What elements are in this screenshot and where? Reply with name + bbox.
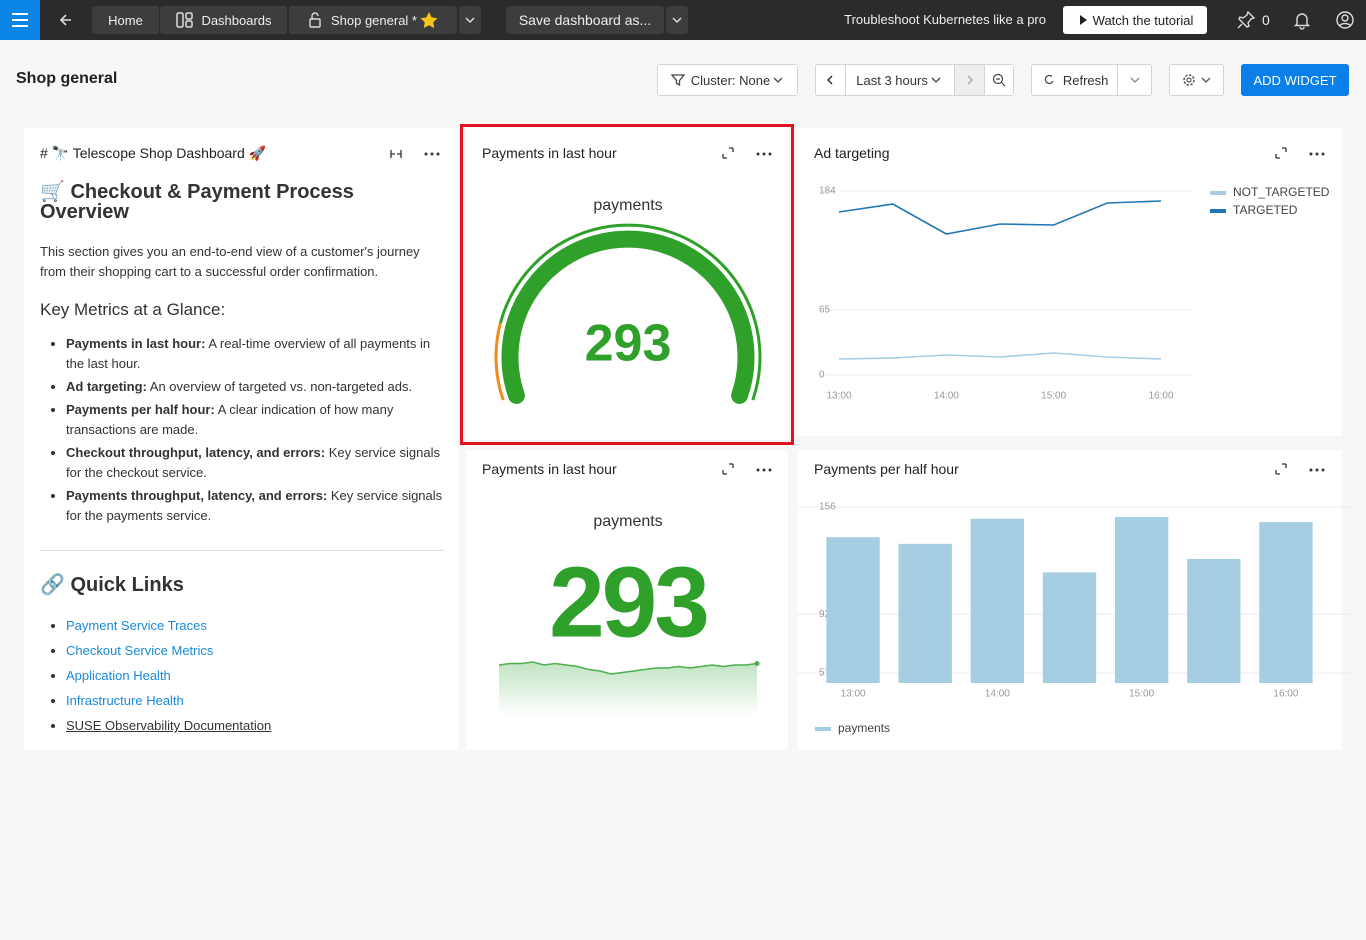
- selection-outline: [460, 124, 794, 445]
- markdown-subheading: Key Metrics at a Glance:: [40, 300, 226, 319]
- link[interactable]: Application Health: [66, 668, 171, 683]
- metric-label: Checkout throughput, latency, and errors…: [66, 445, 326, 460]
- link[interactable]: Payment Service Traces: [66, 618, 207, 633]
- menu-icon: [12, 13, 28, 27]
- metric-item: Payments throughput, latency, and errors…: [66, 486, 444, 526]
- metric-item: Ad targeting: An overview of targeted vs…: [66, 377, 444, 397]
- settings-button[interactable]: [1169, 64, 1224, 96]
- time-range-group: Last 3 hours: [815, 64, 1014, 96]
- metric-text: A clear indication of how many transacti…: [66, 402, 394, 437]
- dropdown-button[interactable]: [666, 6, 688, 34]
- refresh-label: Refresh: [1062, 72, 1109, 88]
- chevron: [1201, 77, 1210, 83]
- lock-icon: [309, 12, 321, 28]
- tutorial-button[interactable]: Watch the tutorial: [1063, 6, 1207, 34]
- widget-title: # 🔭 Telescope Shop Dashboard 🚀: [40, 145, 267, 161]
- refresh-icon: [1044, 74, 1054, 85]
- chevron-right: [967, 75, 973, 85]
- dropdown-button[interactable]: [459, 6, 481, 34]
- refresh-group: Refresh: [1031, 64, 1152, 96]
- metric-label: Payments per half hour:: [66, 402, 215, 417]
- widget-title: Payments in last hour: [482, 461, 617, 477]
- save-button[interactable]: Save dashboard as...: [506, 6, 664, 34]
- time-range[interactable]: Last 3 hours: [846, 65, 956, 95]
- bar-chart-widget: [798, 450, 1342, 750]
- markdown-heading: 🔗 Quick Links: [40, 574, 184, 596]
- metric-label: Payments in last hour:: [66, 336, 206, 351]
- link-item: Checkout Service Metrics: [66, 640, 444, 662]
- zoom-icon: [992, 73, 1006, 87]
- link[interactable]: SUSE Observability Documentation: [66, 718, 272, 733]
- link[interactable]: Infrastructure Health: [66, 693, 184, 708]
- promo-text: Troubleshoot Kubernetes like a pro: [844, 12, 1046, 27]
- link-item: Infrastructure Health: [66, 690, 444, 712]
- cluster-filter[interactable]: Cluster: None: [657, 64, 798, 96]
- refresh-dropdown[interactable]: [1118, 65, 1151, 95]
- divider: [40, 550, 444, 551]
- stat-widget: [466, 450, 788, 750]
- breadcrumb[interactable]: Home: [92, 6, 159, 34]
- chevron-left: [827, 75, 833, 85]
- gear-icon: [1182, 74, 1195, 86]
- next-button[interactable]: [955, 65, 986, 95]
- pin-icon[interactable]: [1236, 10, 1256, 30]
- filter-icon: [670, 74, 686, 87]
- cluster-label: Cluster: None: [690, 72, 771, 88]
- add-widget-button[interactable]: ADD WIDGET: [1241, 64, 1349, 96]
- metric-text: A real-time overview of all payments in …: [66, 336, 431, 371]
- widget-title: Payments in last hour: [482, 145, 617, 161]
- metric-item: Payments per half hour: A clear indicati…: [66, 400, 444, 440]
- breadcrumb-label: Dashboards: [201, 12, 272, 28]
- dashboards-icon: [176, 12, 194, 28]
- chevron: [773, 77, 783, 83]
- bell-icon[interactable]: [1292, 10, 1312, 30]
- metric-item: Checkout throughput, latency, and errors…: [66, 443, 444, 483]
- line-chart-widget: [798, 128, 1342, 436]
- star-icon[interactable]: [417, 10, 441, 30]
- dashboard-title: Shop general: [16, 70, 118, 87]
- time-range-label: Last 3 hours: [856, 72, 928, 88]
- pin-count: 0: [1262, 12, 1270, 28]
- markdown-heading: 🛒 Checkout & Payment Process Overview: [40, 181, 354, 223]
- refresh-button[interactable]: Refresh: [1032, 65, 1119, 95]
- metrics-list: Payments in last hour: A real-time overv…: [40, 334, 444, 526]
- link-item: SUSE Observability Documentation: [66, 715, 444, 737]
- play-icon: [1079, 15, 1087, 25]
- widget-title: Payments per half hour: [814, 461, 959, 477]
- tutorial-label: Watch the tutorial: [1092, 12, 1194, 28]
- markdown-paragraph: This section gives you an end-to-end vie…: [40, 244, 420, 279]
- widget-title: Ad targeting: [814, 145, 890, 161]
- link-item: Application Health: [66, 665, 444, 687]
- menu-button[interactable]: [0, 0, 40, 40]
- metric-text: Key service signals for the payments ser…: [66, 488, 443, 523]
- breadcrumb[interactable]: Dashboards: [160, 6, 287, 34]
- top-bar: Home Dashboards Shop general * Save dash…: [0, 0, 1366, 40]
- chevron: [1130, 77, 1140, 83]
- chevron: [465, 17, 475, 24]
- markdown-widget: [24, 128, 458, 750]
- metric-text: An overview of targeted vs. non-targeted…: [149, 379, 413, 394]
- metric-label: Ad targeting:: [66, 379, 147, 394]
- metric-label: Payments throughput, latency, and errors…: [66, 488, 328, 503]
- chevron: [931, 77, 941, 83]
- back-icon[interactable]: [56, 10, 76, 30]
- chevron: [672, 17, 682, 24]
- zoom-out-button[interactable]: [985, 65, 1013, 95]
- metric-item: Payments in last hour: A real-time overv…: [66, 334, 444, 374]
- user-icon[interactable]: [1335, 10, 1355, 30]
- links-list: Payment Service Traces Checkout Service …: [40, 615, 444, 737]
- metric-text: Key service signals for the checkout ser…: [66, 445, 440, 480]
- link[interactable]: Checkout Service Metrics: [66, 643, 214, 658]
- link-item: Payment Service Traces: [66, 615, 444, 637]
- breadcrumb[interactable]: Shop general *: [289, 6, 457, 34]
- markdown-body: 🛒 Checkout & Payment Process Overview Th…: [40, 162, 444, 740]
- previous-button[interactable]: [816, 65, 846, 95]
- breadcrumb-label: Shop general *: [330, 12, 417, 28]
